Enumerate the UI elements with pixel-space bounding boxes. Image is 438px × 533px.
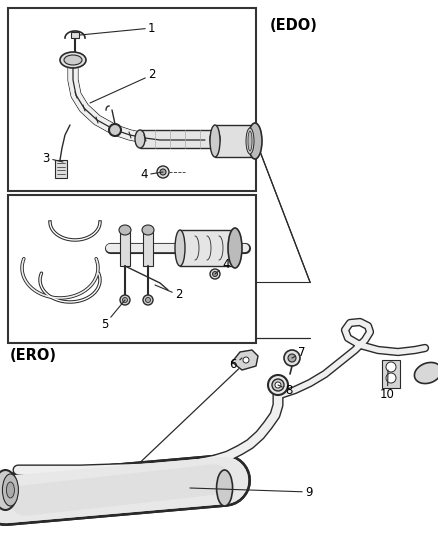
Ellipse shape xyxy=(386,373,396,383)
Text: 5: 5 xyxy=(101,300,125,332)
Ellipse shape xyxy=(109,124,121,136)
Ellipse shape xyxy=(175,230,185,266)
Bar xyxy=(140,130,215,148)
Ellipse shape xyxy=(64,55,82,65)
Bar xyxy=(215,125,255,157)
Bar xyxy=(8,195,256,343)
Ellipse shape xyxy=(157,166,169,178)
Text: 2: 2 xyxy=(90,69,155,103)
Ellipse shape xyxy=(228,228,242,268)
Ellipse shape xyxy=(142,225,154,235)
Ellipse shape xyxy=(386,362,396,372)
Ellipse shape xyxy=(210,130,220,148)
Text: 9: 9 xyxy=(190,486,312,498)
Ellipse shape xyxy=(210,125,220,157)
Ellipse shape xyxy=(243,357,249,363)
Bar xyxy=(120,230,130,266)
Ellipse shape xyxy=(7,482,14,498)
Ellipse shape xyxy=(414,362,438,384)
Ellipse shape xyxy=(160,169,166,175)
Bar xyxy=(8,8,256,191)
Ellipse shape xyxy=(143,295,153,305)
Text: 4: 4 xyxy=(141,168,163,182)
Ellipse shape xyxy=(123,297,127,303)
Ellipse shape xyxy=(288,354,296,362)
Bar xyxy=(382,360,400,388)
Ellipse shape xyxy=(284,350,300,366)
Ellipse shape xyxy=(3,474,18,506)
Text: (ERO): (ERO) xyxy=(10,348,57,363)
Ellipse shape xyxy=(268,375,288,395)
Text: 8: 8 xyxy=(278,384,293,397)
Text: (EDO): (EDO) xyxy=(270,18,318,33)
Text: 1: 1 xyxy=(80,21,155,35)
Bar xyxy=(71,32,79,38)
Text: 7: 7 xyxy=(292,346,305,359)
Bar xyxy=(143,230,153,266)
Ellipse shape xyxy=(0,470,18,510)
Ellipse shape xyxy=(145,297,151,303)
Bar xyxy=(55,160,67,178)
Ellipse shape xyxy=(135,130,145,148)
Text: 2: 2 xyxy=(155,285,183,302)
Text: 3: 3 xyxy=(42,151,63,165)
Ellipse shape xyxy=(248,123,262,159)
Bar xyxy=(180,230,235,266)
Ellipse shape xyxy=(60,52,86,68)
Text: 6: 6 xyxy=(230,358,242,372)
Text: 4: 4 xyxy=(215,259,230,274)
Ellipse shape xyxy=(120,295,130,305)
Ellipse shape xyxy=(246,128,254,154)
Ellipse shape xyxy=(275,382,281,388)
Ellipse shape xyxy=(248,131,252,151)
Ellipse shape xyxy=(210,269,220,279)
Ellipse shape xyxy=(216,470,233,506)
Ellipse shape xyxy=(212,271,218,277)
Text: 10: 10 xyxy=(380,370,395,401)
Ellipse shape xyxy=(272,379,284,391)
Ellipse shape xyxy=(119,225,131,235)
Polygon shape xyxy=(232,350,258,370)
